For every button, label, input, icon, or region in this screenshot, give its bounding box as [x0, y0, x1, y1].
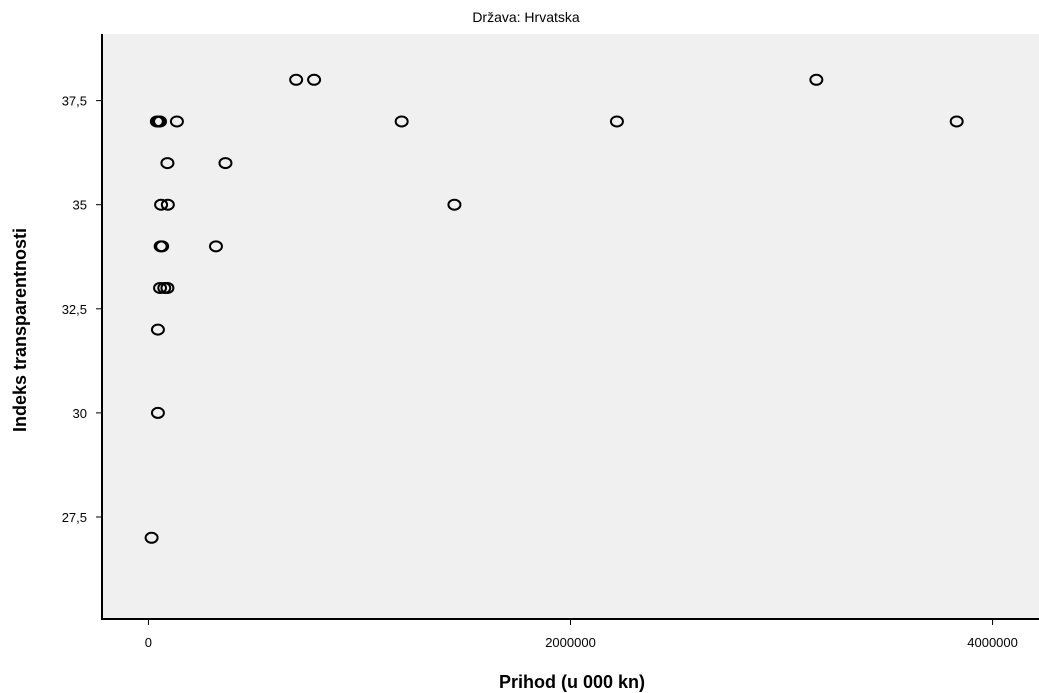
- data-point: [289, 73, 304, 86]
- x-tick-label: 2000000: [545, 635, 596, 650]
- data-point: [155, 240, 170, 253]
- data-point: [160, 281, 175, 294]
- data-point: [169, 115, 184, 128]
- data-point: [949, 115, 964, 128]
- x-tick-label: 0: [145, 635, 152, 650]
- x-axis-title: Prihod (u 000 kn): [499, 672, 645, 692]
- data-point: [809, 73, 824, 86]
- data-point: [153, 115, 168, 128]
- y-axis-ticks: 27,5 30 32,5 35 37,5: [62, 94, 102, 525]
- y-tick-label: 27,5: [62, 510, 87, 525]
- data-point: [150, 323, 165, 336]
- data-points: [144, 73, 964, 544]
- y-axis-title: Indeks transparentnosti: [10, 228, 30, 432]
- y-tick-label: 32,5: [62, 302, 87, 317]
- data-point: [447, 198, 462, 211]
- data-point: [150, 406, 165, 419]
- y-tick-label: 37,5: [62, 94, 87, 109]
- x-tick-label: 4000000: [967, 635, 1018, 650]
- data-point: [160, 157, 175, 170]
- data-point: [609, 115, 624, 128]
- x-axis-ticks: 0 2000000 4000000: [145, 619, 1018, 650]
- data-point: [144, 531, 159, 544]
- data-point: [160, 198, 175, 211]
- data-point: [218, 157, 233, 170]
- data-point: [208, 240, 223, 253]
- data-point: [154, 198, 169, 211]
- y-tick-label: 35: [73, 198, 87, 213]
- data-point: [153, 281, 168, 294]
- plot-area: [102, 34, 1039, 619]
- data-point: [307, 73, 322, 86]
- y-tick-label: 30: [73, 406, 87, 421]
- data-point: [394, 115, 409, 128]
- chart-title: Država: Hrvatska: [472, 9, 580, 25]
